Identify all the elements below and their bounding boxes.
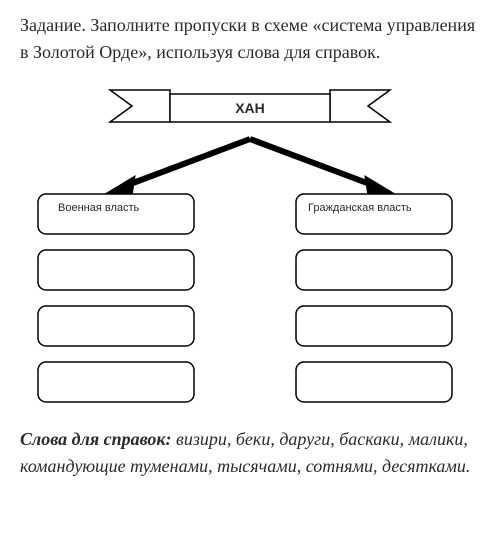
right-column-header: Гражданская власть: [308, 202, 412, 214]
org-chart-diagram: ХАН Военная власть Гражданская власть: [20, 84, 480, 414]
reference-label: Слова для справок:: [20, 429, 176, 449]
reference-words: Слова для справок: визири, беки, даруги,…: [20, 426, 480, 480]
left-column-header: Военная власть: [58, 202, 139, 214]
khan-box-label: ХАН: [20, 100, 480, 116]
task-description: Задание. Заполните пропуски в схеме «сис…: [20, 12, 480, 66]
